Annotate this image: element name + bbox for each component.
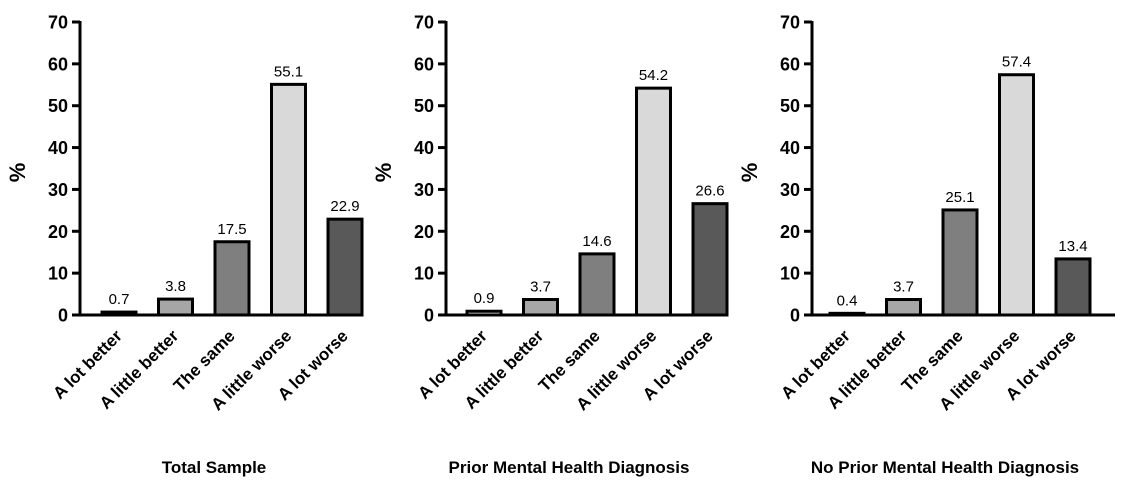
y-axis-label: % xyxy=(371,163,396,183)
data-label: 54.2 xyxy=(639,67,668,84)
bar-2 xyxy=(522,298,559,317)
data-label: 55.1 xyxy=(274,63,303,80)
data-label: 0.4 xyxy=(837,292,858,309)
data-label: 3.8 xyxy=(165,278,186,295)
y-tick-label: 50 xyxy=(414,96,434,116)
y-tick-label: 40 xyxy=(780,138,800,158)
data-label: 14.6 xyxy=(582,233,611,250)
data-label: 22.9 xyxy=(330,198,359,215)
bar-3 xyxy=(578,252,616,317)
panel-title: Total Sample xyxy=(162,458,267,477)
data-label: 0.9 xyxy=(474,290,495,307)
panel-title: No Prior Mental Health Diagnosis xyxy=(811,458,1079,477)
y-tick-label: 70 xyxy=(48,13,68,33)
bar-3 xyxy=(213,240,251,317)
y-tick-label: 20 xyxy=(780,222,800,242)
y-tick-label: 0 xyxy=(790,306,800,326)
y-tick-label: 20 xyxy=(48,222,68,242)
y-axis-label: % xyxy=(5,163,30,183)
y-tick-label: 10 xyxy=(780,264,800,284)
y-axis-label: % xyxy=(737,163,762,183)
y-tick-label: 30 xyxy=(414,180,434,200)
bar-1 xyxy=(828,311,866,317)
y-tick-label: 40 xyxy=(414,138,434,158)
bar-1 xyxy=(100,310,138,317)
data-label: 0.7 xyxy=(109,291,130,308)
y-tick-label: 20 xyxy=(414,222,434,242)
data-label: 57.4 xyxy=(1002,54,1031,71)
y-tick-label: 30 xyxy=(48,180,68,200)
y-tick-label: 50 xyxy=(48,96,68,116)
y-tick-label: 0 xyxy=(424,306,434,326)
bar-5 xyxy=(1054,257,1092,317)
data-label: 3.7 xyxy=(530,279,551,296)
data-label: 26.6 xyxy=(695,183,724,200)
data-label: 25.1 xyxy=(945,189,974,206)
y-tick-label: 40 xyxy=(48,138,68,158)
bar-1 xyxy=(465,309,503,317)
bar-4 xyxy=(635,86,672,317)
y-tick-label: 10 xyxy=(48,264,68,284)
y-tick-label: 70 xyxy=(414,13,434,33)
bar-2 xyxy=(157,297,194,317)
y-tick-label: 50 xyxy=(780,96,800,116)
y-tick-label: 60 xyxy=(48,54,68,74)
y-tick-label: 30 xyxy=(780,180,800,200)
data-label: 13.4 xyxy=(1058,238,1087,255)
bar-2 xyxy=(885,298,922,317)
bar-4 xyxy=(998,73,1035,317)
bar-3 xyxy=(941,208,979,317)
y-tick-label: 60 xyxy=(780,54,800,74)
y-tick-label: 0 xyxy=(58,306,68,326)
bar-5 xyxy=(326,217,364,317)
bar-5 xyxy=(691,202,729,317)
bar-4 xyxy=(270,82,307,317)
panel-title: Prior Mental Health Diagnosis xyxy=(449,458,690,477)
y-tick-label: 70 xyxy=(780,13,800,33)
data-label: 17.5 xyxy=(217,221,246,238)
data-label: 3.7 xyxy=(893,279,914,296)
y-tick-label: 60 xyxy=(414,54,434,74)
y-tick-label: 10 xyxy=(414,264,434,284)
